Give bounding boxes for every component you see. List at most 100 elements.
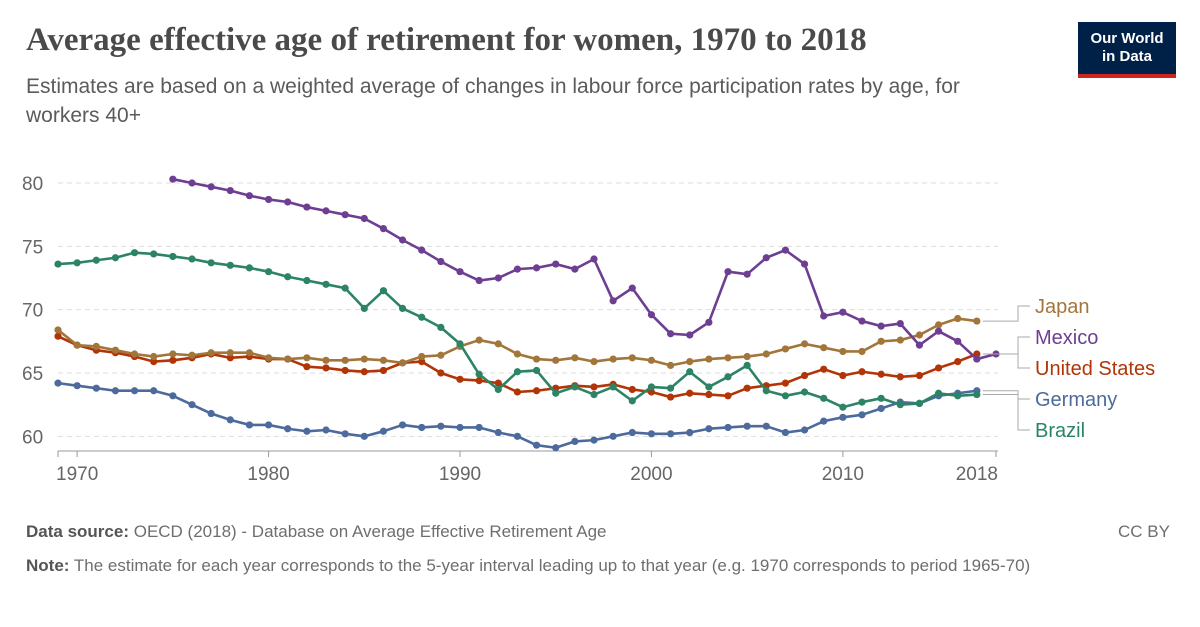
- data-point-mexico: [552, 260, 560, 268]
- data-point-japan: [647, 356, 656, 364]
- data-point-germany: [839, 413, 847, 421]
- data-point-germany: [590, 436, 598, 444]
- data-point-japan: [724, 354, 732, 362]
- data-point-united-states: [686, 389, 694, 397]
- data-point-brazil: [513, 368, 522, 376]
- data-point-germany: [705, 425, 713, 433]
- data-point-germany: [130, 387, 139, 395]
- data-point-brazil: [92, 256, 100, 264]
- data-point-brazil: [150, 250, 158, 258]
- data-point-japan: [781, 345, 790, 353]
- data-point-brazil: [475, 370, 483, 378]
- data-point-germany: [284, 425, 292, 433]
- data-point-brazil: [973, 390, 981, 399]
- series-label-brazil: Brazil: [1035, 420, 1085, 442]
- data-point-japan: [954, 314, 962, 323]
- data-point-brazil: [73, 259, 81, 267]
- data-point-japan: [571, 354, 579, 362]
- data-point-mexico: [666, 330, 675, 338]
- data-point-mexico: [590, 255, 598, 263]
- data-point-brazil: [590, 390, 598, 399]
- data-point-united-states: [800, 371, 809, 380]
- data-point-japan: [475, 336, 483, 344]
- data-point-mexico: [762, 254, 770, 262]
- data-point-japan: [73, 341, 81, 349]
- data-point-japan: [188, 351, 196, 359]
- data-point-germany: [494, 428, 502, 437]
- data-point-germany: [111, 387, 120, 395]
- data-point-brazil: [303, 276, 311, 285]
- data-point-germany: [800, 426, 809, 434]
- data-point-brazil: [169, 252, 177, 261]
- data-point-japan: [858, 347, 866, 356]
- data-point-mexico: [877, 322, 885, 330]
- series-line-united-states: [57, 335, 978, 399]
- data-point-brazil: [858, 398, 866, 406]
- data-point-brazil: [686, 368, 694, 376]
- data-point-germany: [207, 409, 215, 418]
- data-point-united-states: [781, 379, 790, 387]
- data-point-japan: [973, 317, 981, 325]
- data-point-mexico: [264, 195, 273, 204]
- logo-line-2: in Data: [1101, 48, 1152, 65]
- license[interactable]: CC BY: [1118, 522, 1170, 541]
- data-point-brazil: [456, 340, 464, 348]
- data-point-brazil: [934, 389, 943, 397]
- data-point-germany: [437, 422, 445, 430]
- data-point-united-states: [724, 392, 732, 400]
- data-point-germany: [571, 437, 579, 445]
- data-point-united-states: [820, 365, 828, 373]
- data-point-japan: [590, 358, 598, 366]
- data-point-mexico: [820, 312, 828, 320]
- series-label-united-states: United States: [1035, 358, 1155, 380]
- data-point-japan: [207, 349, 215, 357]
- chart-title: Average effective age of retirement for …: [26, 22, 867, 58]
- note-text: The estimate for each year corresponds t…: [73, 556, 1031, 575]
- data-point-mexico: [896, 320, 904, 328]
- x-tick-label: 1990: [439, 464, 481, 485]
- y-tick-label: 70: [22, 301, 43, 322]
- series-line-mexico: [172, 177, 997, 361]
- data-point-united-states: [169, 356, 177, 364]
- data-point-united-states: [513, 388, 522, 396]
- data-point-japan: [226, 349, 234, 357]
- data-point-united-states: [666, 393, 675, 401]
- data-point-japan: [92, 342, 100, 350]
- x-tick-label: 1980: [247, 464, 289, 485]
- data-point-united-states: [322, 364, 330, 372]
- data-point-germany: [418, 423, 426, 432]
- data-point-united-states: [437, 369, 445, 377]
- series-line-brazil: [57, 251, 977, 409]
- data-point-united-states: [456, 375, 464, 383]
- data-point-brazil: [954, 392, 962, 400]
- data-point-united-states: [341, 366, 349, 375]
- data-point-brazil: [724, 373, 732, 381]
- data-point-united-states: [303, 363, 311, 371]
- data-point-japan: [686, 358, 694, 366]
- data-point-united-states: [934, 364, 943, 372]
- data-point-germany: [666, 430, 675, 438]
- owid-logo[interactable]: Our World in Data: [1078, 22, 1176, 78]
- source-label: Data source:: [26, 522, 129, 541]
- series-label-mexico: Mexico: [1035, 327, 1098, 349]
- data-point-mexico: [360, 214, 368, 223]
- data-point-japan: [418, 352, 426, 361]
- data-point-japan: [150, 352, 158, 361]
- data-point-japan: [54, 326, 62, 334]
- line-chart: 60 65 70 75 80 1970 1980 1990 2000 2010 2018 Japan…: [22, 174, 1155, 485]
- data-point-brazil: [54, 260, 62, 268]
- data-point-germany: [762, 422, 770, 430]
- data-point-united-states: [54, 332, 62, 340]
- data-point-brazil: [552, 389, 560, 397]
- y-tick-label: 80: [22, 174, 43, 195]
- data-point-japan: [934, 321, 943, 329]
- data-point-brazil: [398, 304, 407, 312]
- data-point-brazil: [322, 280, 330, 288]
- data-point-germany: [456, 423, 464, 432]
- data-point-mexico: [954, 337, 962, 345]
- data-point-brazil: [877, 394, 885, 402]
- data-point-mexico: [800, 260, 809, 268]
- data-point-japan: [513, 350, 522, 358]
- data-point-japan: [705, 355, 713, 363]
- data-point-mexico: [494, 274, 502, 282]
